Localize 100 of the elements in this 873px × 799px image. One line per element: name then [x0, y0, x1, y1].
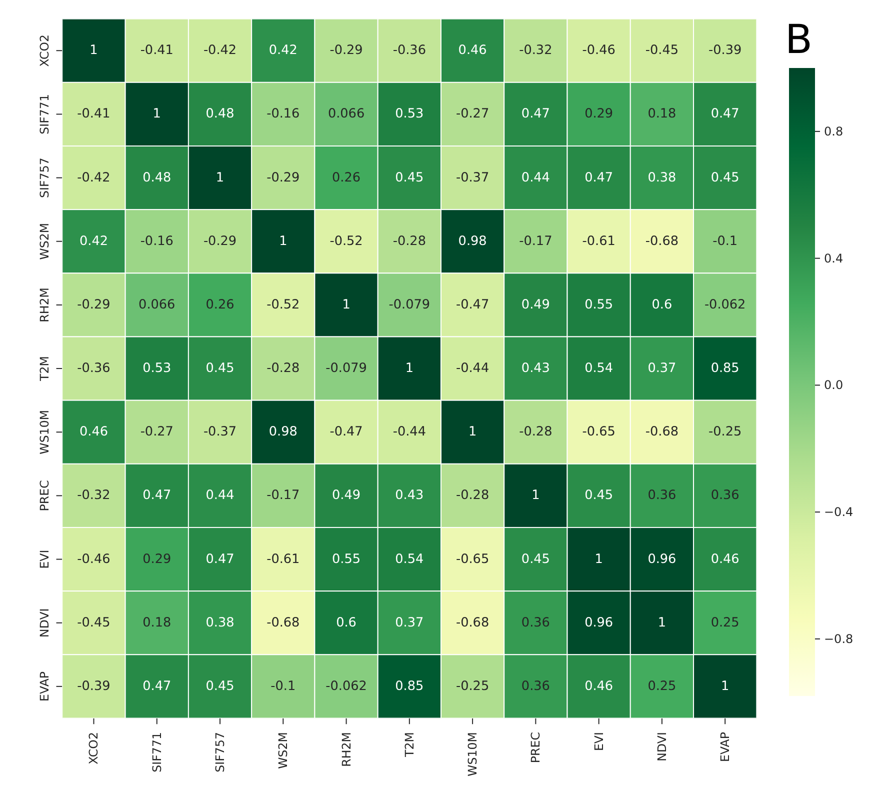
data-label: 0.43	[521, 361, 550, 376]
x-tick-label: PREC	[528, 732, 543, 764]
data-label: 0.42	[268, 43, 298, 58]
data-label: 0.85	[395, 678, 424, 694]
data-label: -0.28	[392, 234, 426, 249]
data-label: 0.066	[138, 297, 176, 312]
data-label: 0.47	[584, 170, 614, 186]
color-bar-label: −0.4	[824, 505, 853, 520]
data-label: 0.26	[206, 297, 234, 312]
data-label: -0.68	[266, 615, 300, 630]
data-label: 0.96	[648, 552, 676, 567]
data-label: 1	[594, 552, 603, 567]
data-label: -0.25	[456, 678, 490, 694]
data-label: 0.37	[395, 615, 424, 630]
data-label: 1	[405, 361, 414, 376]
data-label: 0.98	[268, 424, 298, 440]
data-label: -0.27	[140, 424, 174, 440]
data-label: 0.45	[584, 488, 614, 504]
x-tick-label: RH2M	[339, 732, 354, 767]
color-bar-label: −0.8	[824, 632, 853, 646]
data-label: 0.29	[584, 106, 614, 122]
x-tick-label: XCO2	[86, 732, 101, 764]
data-label: 0.43	[395, 488, 424, 504]
data-label: -0.68	[456, 615, 490, 630]
data-label: 0.18	[648, 106, 676, 122]
data-label: 0.29	[142, 552, 172, 567]
x-tick-label: SIF757	[213, 732, 228, 772]
y-tick-label: WS2M	[37, 222, 52, 260]
chart-title: B	[784, 17, 812, 63]
data-label: 0.26	[332, 170, 361, 186]
data-label: 0.47	[521, 106, 550, 122]
data-label: -0.65	[456, 552, 490, 567]
data-label: -0.47	[330, 424, 363, 440]
data-label: -0.42	[77, 170, 110, 186]
data-label: 1	[90, 43, 98, 58]
data-label: -0.36	[77, 361, 110, 376]
data-label: -0.41	[140, 43, 174, 58]
y-tick-label: NDVI	[37, 608, 52, 638]
data-label: 0.47	[142, 678, 172, 694]
data-label: -0.27	[456, 106, 490, 122]
data-label: -0.25	[708, 424, 742, 440]
data-label: -0.65	[582, 424, 616, 440]
data-label: -0.1	[270, 678, 296, 694]
x-tick-label: WS10M	[466, 732, 480, 776]
color-bar-label: 0.8	[824, 124, 843, 138]
data-label: 0.25	[648, 678, 676, 694]
data-label: -0.062	[704, 297, 746, 312]
data-label: -0.42	[203, 43, 237, 58]
data-label: -0.16	[140, 234, 174, 249]
data-label: -0.52	[266, 297, 300, 312]
data-label: -0.39	[77, 678, 110, 694]
data-label: -0.68	[645, 424, 679, 440]
data-label: 0.25	[710, 615, 740, 630]
data-label: -0.37	[456, 170, 490, 186]
data-label: -0.16	[266, 106, 300, 122]
data-label: 0.45	[395, 170, 424, 186]
data-label: -0.44	[392, 424, 426, 440]
data-label: 0.46	[458, 43, 487, 58]
data-label: -0.29	[266, 170, 300, 186]
data-label: 0.46	[79, 424, 108, 440]
data-label: 0.44	[521, 170, 550, 186]
data-label: 1	[658, 615, 666, 630]
y-tick-label: EVAP	[37, 671, 52, 702]
data-label: 0.55	[332, 552, 361, 567]
data-label: 0.54	[395, 552, 424, 567]
data-label: 1	[279, 234, 288, 249]
data-label: 0.38	[206, 615, 234, 630]
y-tick-label: WS10M	[37, 410, 52, 454]
y-tick-label: SIF771	[37, 94, 52, 134]
data-label: 0.45	[206, 361, 234, 376]
data-label: 0.48	[206, 106, 234, 122]
data-label: -0.17	[266, 488, 300, 504]
data-label: 0.45	[521, 552, 550, 567]
data-label: -0.28	[456, 488, 490, 504]
data-label: 1	[342, 297, 350, 312]
data-label: -0.52	[330, 234, 363, 249]
data-label: 1	[152, 106, 161, 122]
data-label: -0.28	[519, 424, 552, 440]
y-tick-label: RH2M	[37, 288, 52, 322]
data-label: 0.47	[710, 106, 740, 122]
data-label: 0.44	[206, 488, 234, 504]
color-bar-label: 0.0	[824, 378, 843, 392]
data-label: 0.47	[142, 488, 172, 504]
data-label: 0.47	[206, 552, 234, 567]
data-label: 0.6	[652, 297, 672, 312]
data-label: 0.38	[648, 170, 676, 186]
x-tick-label: EVAP	[718, 732, 732, 762]
data-label: 1	[468, 424, 477, 440]
data-label: -0.079	[326, 361, 367, 376]
data-label: 0.53	[395, 106, 424, 122]
data-label: 0.18	[142, 615, 172, 630]
data-label: 0.96	[584, 615, 614, 630]
data-label: -0.17	[519, 234, 552, 249]
data-label: -0.062	[326, 678, 367, 694]
y-tick-label: XCO2	[37, 34, 52, 67]
data-label: -0.1	[712, 234, 738, 249]
color-bar-label: 0.4	[824, 251, 843, 266]
data-label: 0.36	[521, 678, 550, 694]
data-label: -0.32	[519, 43, 552, 58]
data-label: -0.46	[582, 43, 616, 58]
